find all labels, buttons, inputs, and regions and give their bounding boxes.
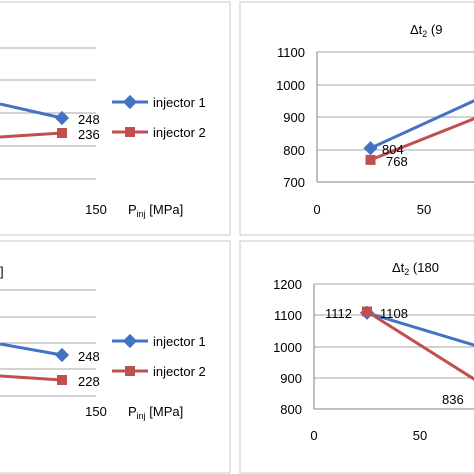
x-tick-label-top-left: 150 (85, 202, 107, 217)
y-tick-700-top-right: 700 (283, 175, 305, 190)
gridlines-bottom-left (0, 289, 96, 397)
series-line-injector-1-top-left (0, 102, 63, 120)
marker-injector-1-bottom-left (54, 347, 70, 363)
end-label-injector-1-top-left: 248 (78, 112, 100, 127)
panel-bottom-left: ] 248 228 injector 1 injector 2 150 Pinj… (0, 264, 206, 421)
panel-top-left-frame (0, 1, 231, 236)
legend-marker-injector-1-bottom-left (122, 333, 138, 349)
panel-bottom-left-frame (0, 240, 231, 474)
y-tick-1000-bottom-right: 1000 (273, 340, 302, 355)
y-tick-1100-top-right: 1100 (277, 45, 305, 60)
legend-label-injector-1-bottom-left: injector 1 (153, 334, 206, 349)
marker-injector-2-bottom-right (362, 306, 372, 317)
series-line-injector-2-bottom-left (0, 374, 63, 382)
series-line-injector-2-top-right (369, 117, 474, 162)
marker-injector-2-bottom-left (57, 375, 67, 385)
legend-marker-injector-2-bottom-left (125, 366, 135, 376)
partial-label-bottom-left: ] (0, 264, 4, 279)
gridlines-top-left (0, 47, 96, 180)
x-tick-0-bottom-right: 0 (310, 428, 317, 443)
y-tick-800-top-right: 800 (283, 143, 305, 158)
y-tick-900-top-right: 900 (283, 110, 305, 125)
panel-top-right: Δt2 (9 1100 1000 900 800 700 0 50 804 76… (276, 22, 474, 217)
x-tick-50-top-right: 50 (417, 202, 431, 217)
x-axis-label-bottom-left: Pinj [MPa] (128, 404, 183, 421)
series-line-injector-2-top-left (0, 131, 63, 139)
data-label-1108-bottom-right: 1108 (380, 306, 408, 321)
panel-top-left: 248 236 injector 1 injector 2 150 Pinj [… (0, 47, 206, 219)
end-label-injector-2-top-left: 236 (78, 127, 100, 142)
gridlines-bottom-right (314, 283, 474, 379)
data-label-1112-bottom-right: 1112 (325, 306, 352, 321)
end-label-injector-2-bottom-left: 228 (78, 374, 100, 389)
data-label-804-top-right: 804 (382, 142, 404, 157)
panel-title-bottom-right: Δt2 (180 (392, 260, 439, 277)
x-tick-0-top-right: 0 (313, 202, 320, 217)
end-label-injector-1-bottom-left: 248 (78, 349, 100, 364)
y-tick-1200-bottom-right: 1200 (273, 277, 302, 292)
legend-label-injector-2-top-left: injector 2 (153, 125, 206, 140)
marker-injector-2-top-left (57, 128, 67, 138)
series-line-injector-1-bottom-right (366, 311, 474, 347)
y-tick-1000-top-right: 1000 (276, 78, 305, 93)
x-axis-label-top-left: Pinj [MPa] (128, 202, 183, 219)
y-tick-900-bottom-right: 900 (280, 371, 302, 386)
x-tick-50-bottom-right: 50 (413, 428, 427, 443)
series-line-injector-1-top-right (369, 99, 474, 150)
marker-injector-2-top-right (365, 154, 376, 165)
data-label-836-bottom-right: 836 (442, 392, 464, 407)
data-label-768-top-right: 768 (386, 154, 408, 169)
series-line-injector-1-bottom-left (0, 342, 63, 357)
y-tick-800-bottom-right: 800 (280, 402, 302, 417)
x-tick-label-bottom-left: 150 (85, 404, 107, 419)
panel-title-top-right: Δt2 (9 (410, 22, 442, 39)
legend-marker-injector-2-top-left (125, 127, 135, 137)
legend-label-injector-1-top-left: injector 1 (153, 95, 206, 110)
series-line-injector-2-bottom-right (366, 310, 474, 381)
panel-bottom-right: Δt2 (180 1200 1100 1000 900 800 0 50 110… (273, 260, 474, 443)
legend-label-injector-2-bottom-left: injector 2 (153, 364, 206, 379)
y-tick-1100-bottom-right: 1100 (274, 308, 302, 323)
panel-bottom-right-frame (239, 240, 474, 474)
marker-injector-1-top-right (363, 141, 378, 156)
